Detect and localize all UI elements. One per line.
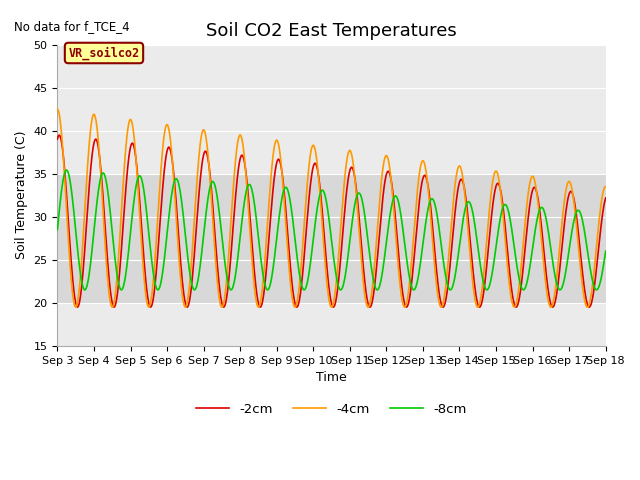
-2cm (428, 217, 436, 223)
-8cm (54, 227, 61, 232)
Bar (58, 174, 605, 303)
-2cm (586, 304, 593, 310)
-4cm (428, 227, 435, 232)
Line: -4cm: -4cm (58, 109, 605, 307)
-8cm (171, 178, 179, 183)
Y-axis label: Soil Temperature (C): Soil Temperature (C) (15, 131, 28, 259)
-2cm (171, 182, 179, 188)
-4cm (584, 304, 591, 310)
-8cm (428, 196, 436, 202)
-2cm (54, 136, 61, 142)
-4cm (277, 160, 285, 166)
-2cm (259, 297, 267, 303)
-2cm (278, 166, 285, 171)
-4cm (259, 284, 266, 290)
-8cm (259, 270, 267, 276)
-8cm (602, 248, 609, 254)
-2cm (85, 185, 93, 191)
-4cm (85, 146, 93, 152)
-8cm (280, 186, 288, 192)
-8cm (85, 272, 93, 277)
-8cm (63, 167, 70, 173)
Line: -2cm: -2cm (58, 135, 605, 307)
Legend: -2cm, -4cm, -8cm: -2cm, -4cm, -8cm (191, 397, 472, 421)
-2cm (280, 189, 288, 194)
Title: Soil CO2 East Temperatures: Soil CO2 East Temperatures (206, 22, 457, 40)
-8cm (593, 287, 600, 293)
Line: -8cm: -8cm (58, 170, 605, 290)
-4cm (171, 186, 179, 192)
Text: VR_soilco2: VR_soilco2 (68, 46, 140, 60)
-4cm (54, 106, 61, 112)
-8cm (278, 198, 285, 204)
-2cm (56, 132, 63, 138)
-4cm (602, 184, 609, 190)
Text: No data for f_TCE_4: No data for f_TCE_4 (13, 21, 129, 34)
-4cm (280, 193, 288, 199)
X-axis label: Time: Time (316, 371, 347, 384)
-2cm (602, 195, 609, 201)
